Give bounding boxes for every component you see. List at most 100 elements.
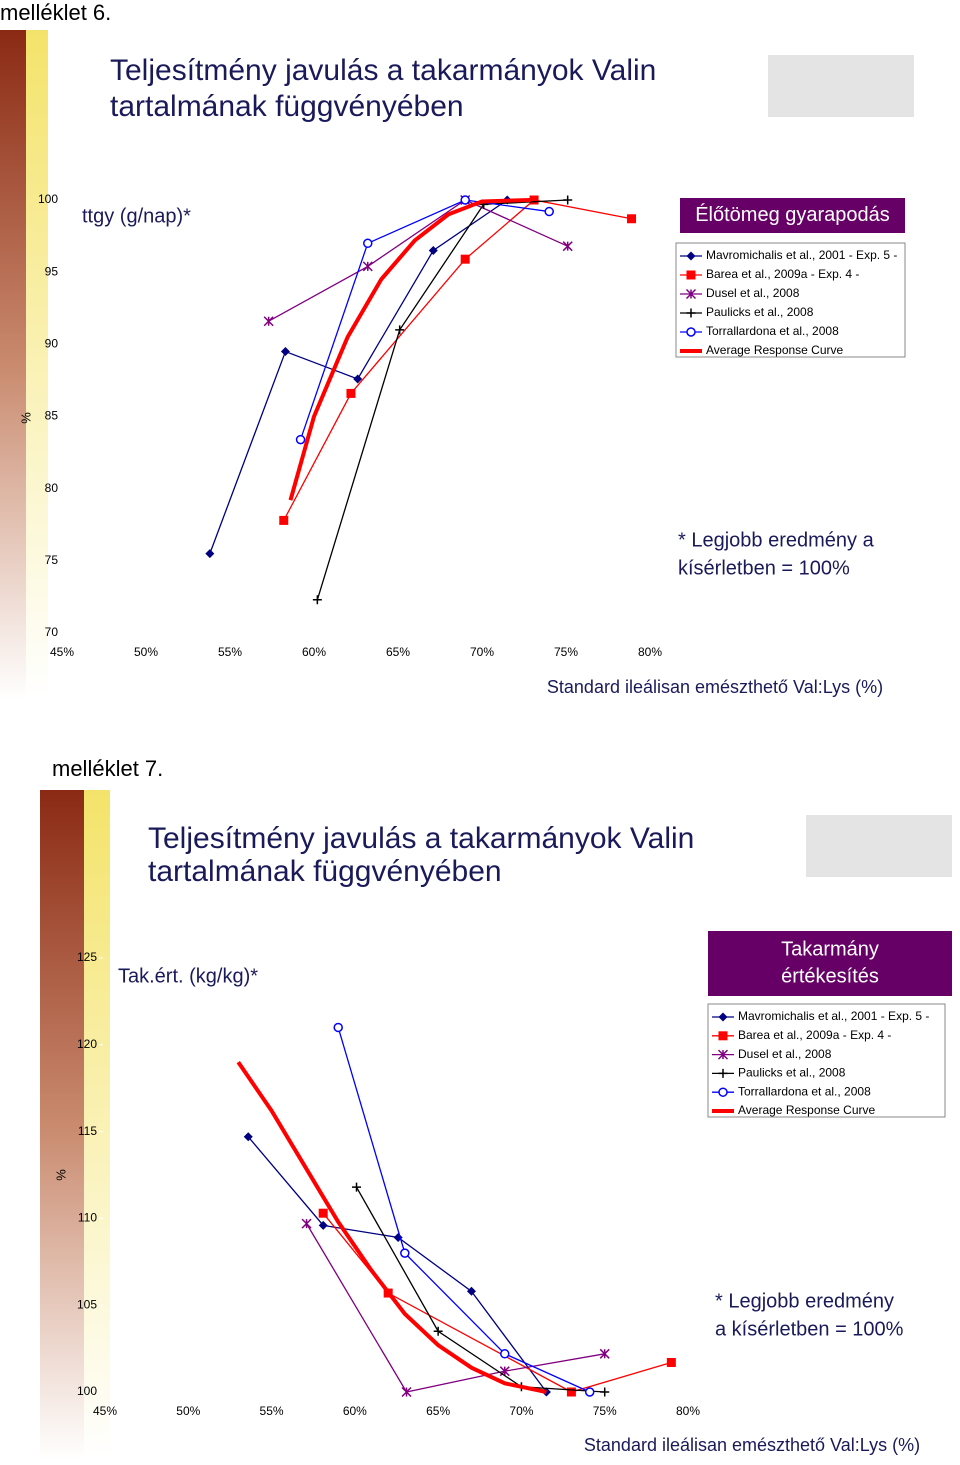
- legend-marker: [717, 1049, 729, 1060]
- data-point: [433, 1326, 443, 1336]
- legend-marker: [718, 1087, 728, 1097]
- x-tick-label: 45%: [50, 645, 74, 659]
- legend-label: Torrallardona et al., 2008: [738, 1084, 871, 1098]
- series-line: [337, 1027, 590, 1393]
- x-tick-label: 55%: [218, 645, 242, 659]
- data-point: [460, 254, 470, 264]
- series-line: [268, 199, 568, 322]
- legend-label: Torrallardona et al., 2008: [706, 324, 839, 338]
- legend-marker: [686, 251, 696, 261]
- chart-1: melléklet 6. Teljesítmény javulás a takar…: [0, 0, 906, 697]
- legend-box: [675, 242, 906, 358]
- data-point: [627, 214, 637, 224]
- x-tick-label: 65%: [386, 645, 410, 659]
- data-point: [362, 261, 373, 272]
- data-point: [333, 1022, 343, 1033]
- x-tick-label: 70%: [470, 645, 494, 659]
- y-tick-label: 70: [45, 625, 59, 639]
- legend-label: Average Response Curve: [738, 1103, 876, 1117]
- x-tick-label: 50%: [176, 1404, 200, 1418]
- legend-label: Barea et al., 2009a - Exp. 4 -: [738, 1028, 891, 1042]
- x-tick-label: 80%: [676, 1404, 700, 1418]
- x-axis-label: Standard ileálisan emészthető Val:Lys (%…: [547, 677, 883, 697]
- y-tick-label: 95: [45, 264, 59, 278]
- legend-label: Dusel et al., 2008: [738, 1047, 832, 1061]
- data-point: [460, 195, 470, 205]
- x-tick-label: 60%: [343, 1404, 367, 1418]
- annex-label: melléklet 7.: [52, 756, 163, 781]
- data-point: [205, 549, 215, 559]
- data-point: [295, 434, 306, 445]
- y-axis-label: %: [18, 412, 33, 424]
- legend-label: Mavromichalis et al., 2001 - Exp. 5 -: [706, 248, 897, 262]
- chart-2: melléklet 7. Teljesítmény javulás a takar…: [52, 756, 952, 1455]
- data-point: [363, 238, 373, 249]
- y-tick-label: 85: [45, 409, 59, 423]
- series-line: [316, 199, 568, 600]
- data-point: [584, 1387, 595, 1397]
- data-point: [352, 1182, 362, 1192]
- note: a kísérletben = 100%: [715, 1318, 904, 1340]
- logo-image: [768, 55, 914, 117]
- data-point: [563, 195, 573, 205]
- chart-title: Teljesítmény javulás a takarmányok Valin: [148, 822, 694, 855]
- chart-subtitle: Tak.ért. (kg/kg)*: [118, 965, 258, 987]
- y-tick-label: 80: [45, 481, 59, 495]
- note: * Legjobb eredmény a: [678, 529, 875, 551]
- series-line: [299, 199, 550, 440]
- data-point: [301, 1218, 312, 1229]
- legend-marker: [718, 1031, 728, 1041]
- note: * Legjobb eredmény: [715, 1290, 894, 1312]
- legend-marker: [685, 288, 697, 300]
- legend-label: Paulicks et al., 2008: [738, 1066, 846, 1080]
- side-bar: [40, 790, 84, 1460]
- y-tick-label: 100: [77, 1384, 97, 1398]
- x-tick-label: 75%: [593, 1404, 617, 1418]
- data-point: [346, 388, 356, 398]
- box-title: Takarmány: [781, 938, 879, 960]
- series-line: [355, 1186, 605, 1393]
- y-tick-label: 105: [77, 1297, 97, 1311]
- data-point: [428, 246, 438, 256]
- x-tick-label: 55%: [260, 1404, 284, 1418]
- legend-label: Mavromichalis et al., 2001 - Exp. 5 -: [738, 1009, 929, 1023]
- series-line: [236, 1061, 547, 1394]
- note: kísérletben = 100%: [678, 557, 850, 579]
- data-point: [529, 195, 539, 205]
- x-tick-label: 45%: [93, 1404, 117, 1418]
- legend-label: Dusel et al., 2008: [706, 286, 800, 300]
- series-line: [305, 1223, 605, 1393]
- x-axis-label: Standard ileálisan emészthető Val:Lys (%…: [584, 1435, 920, 1455]
- data-point: [312, 595, 322, 605]
- y-tick-label: 110: [78, 1211, 97, 1225]
- data-point: [353, 374, 363, 384]
- legend-marker: [686, 327, 696, 337]
- y-tick-label: 120: [77, 1037, 97, 1051]
- x-tick-label: 70%: [509, 1404, 533, 1418]
- data-point: [562, 241, 573, 252]
- series-line: [288, 198, 531, 501]
- title-box: [680, 198, 905, 233]
- x-tick-label: 50%: [134, 645, 158, 659]
- chart-title: tartalmának függvényében: [148, 855, 502, 888]
- chart-subtitle: ttgy (g/nap)*: [82, 205, 191, 227]
- legend-label: Average Response Curve: [706, 343, 844, 357]
- data-point: [318, 1220, 328, 1230]
- data-point: [466, 1286, 476, 1296]
- legend-marker: [686, 270, 696, 280]
- data-point: [318, 1208, 328, 1218]
- y-axis-label: %: [53, 1169, 68, 1181]
- legend-marker: [718, 1012, 728, 1022]
- y-tick-label: 75: [45, 553, 59, 567]
- side-bar: [26, 30, 48, 700]
- legend-marker: [686, 308, 696, 318]
- legend-label: Paulicks et al., 2008: [706, 305, 814, 319]
- side-bar: [84, 790, 110, 1460]
- data-point: [400, 1248, 410, 1258]
- chart-title: tartalmának függvényében: [110, 90, 464, 123]
- data-point: [395, 325, 405, 335]
- data-point: [544, 206, 554, 217]
- legend-box: [707, 1003, 946, 1118]
- series-line: [322, 1212, 672, 1393]
